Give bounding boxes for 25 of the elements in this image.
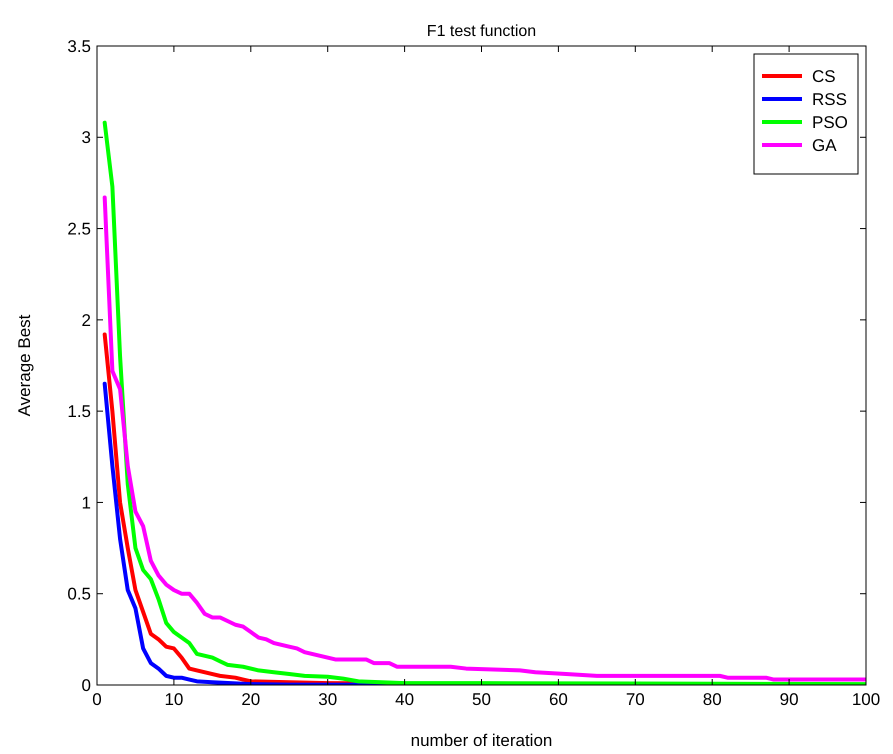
x-tick-label: 20 [241, 690, 260, 709]
x-axis-title: number of iteration [410, 731, 552, 750]
y-tick-label: 0 [82, 676, 91, 695]
y-tick-label: 3 [82, 128, 91, 148]
x-tick-label: 50 [472, 690, 491, 709]
legend-label: PSO [812, 112, 848, 132]
y-tick-label: 2.5 [67, 220, 91, 239]
legend-label: RSS [812, 90, 847, 109]
legend-label: CS [812, 66, 836, 86]
x-tick-label: 30 [318, 690, 338, 709]
x-tick-label: 40 [395, 690, 414, 709]
x-tick-label: 60 [548, 690, 568, 709]
x-tick-label: 10 [164, 690, 184, 709]
y-tick-label: 3.5 [67, 36, 91, 56]
x-tick-label: 70 [626, 690, 645, 709]
legend-label: GA [812, 136, 838, 155]
y-axis-title: Average Best [15, 314, 34, 416]
y-tick-label: 2 [82, 310, 91, 330]
chart-title: F1 test function [426, 23, 536, 40]
y-tick-label: 1 [82, 493, 91, 512]
x-tick-label: 90 [780, 690, 799, 709]
y-tick-label: 0.5 [67, 584, 91, 604]
x-tick-label: 100 [852, 690, 880, 709]
y-tick-label: 1.5 [67, 402, 91, 422]
x-tick-label: 80 [702, 690, 722, 709]
